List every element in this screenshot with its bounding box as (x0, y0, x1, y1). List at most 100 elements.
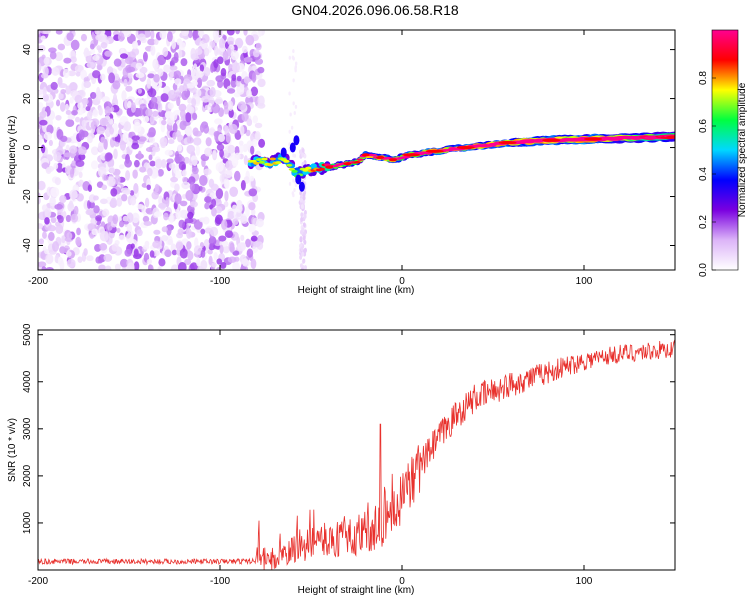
noise-speck (162, 46, 169, 57)
noise-speck (169, 112, 178, 121)
noise-speck (187, 106, 195, 114)
noise-speck (250, 86, 259, 97)
noise-speck (73, 205, 79, 216)
noise-speck (78, 153, 86, 161)
noise-speck (133, 248, 139, 257)
x-tick-label: 100 (576, 276, 593, 287)
noise-speck (40, 144, 46, 154)
noise-speck (243, 155, 248, 166)
ridge-blob (302, 168, 309, 172)
noise-speck (48, 139, 53, 147)
noise-speck (153, 74, 160, 83)
noise-speck (302, 230, 306, 236)
noise-speck (41, 266, 47, 270)
noise-speck (177, 262, 187, 270)
noise-speck (119, 53, 129, 59)
noise-speck (74, 94, 83, 104)
noise-speck (160, 93, 169, 103)
noise-speck (109, 126, 114, 135)
ridge-blob (293, 135, 300, 146)
noise-speck (76, 227, 81, 236)
noise-speck (69, 145, 78, 154)
noise-speck (96, 126, 106, 135)
noise-speck (249, 175, 255, 182)
ridge-peak (325, 165, 334, 169)
noise-speck (147, 73, 155, 79)
noise-speck (114, 263, 121, 270)
noise-speck (101, 96, 110, 103)
noise-speck (181, 181, 190, 190)
ridge-peak (498, 141, 517, 145)
noise-speck (104, 50, 113, 57)
noise-speck (199, 123, 205, 133)
noise-speck (230, 50, 240, 61)
noise-speck (216, 56, 224, 65)
noise-speck (69, 81, 78, 92)
noise-speck (171, 40, 177, 50)
noise-speck (121, 90, 127, 102)
noise-speck (172, 122, 178, 133)
noise-speck (223, 201, 229, 208)
noise-speck (39, 111, 47, 119)
x-tick-label: -200 (28, 576, 48, 587)
noise-speck (146, 77, 152, 89)
noise-speck (38, 238, 44, 245)
noise-speck (44, 207, 52, 219)
noise-speck (55, 224, 64, 235)
noise-speck (183, 156, 190, 164)
noise-speck (117, 32, 125, 42)
noise-speck (174, 183, 180, 192)
noise-speck (136, 107, 144, 117)
noise-speck (90, 160, 99, 170)
noise-speck (181, 90, 189, 101)
noise-speck (92, 195, 99, 201)
noise-speck (186, 241, 192, 250)
noise-speck (55, 147, 64, 156)
noise-speck (104, 265, 112, 270)
noise-speck (170, 176, 179, 183)
ridge-peak (402, 153, 421, 157)
noise-speck (146, 258, 153, 265)
noise-speck (237, 101, 247, 111)
noise-speck (211, 103, 221, 114)
noise-speck (294, 104, 298, 109)
noise-speck (204, 196, 212, 203)
noise-speck (211, 198, 217, 208)
noise-speck (236, 199, 243, 211)
noise-speck (257, 78, 266, 88)
noise-speck (66, 32, 74, 41)
noise-speck (228, 123, 238, 135)
noise-speck (79, 89, 84, 96)
noise-speck (301, 251, 305, 257)
noise-speck (142, 215, 150, 223)
noise-speck (157, 168, 164, 177)
noise-speck (150, 96, 158, 104)
noise-speck (223, 178, 230, 189)
noise-speck (65, 251, 72, 257)
noise-speck (137, 33, 146, 42)
noise-speck (46, 124, 54, 135)
noise-speck (161, 234, 169, 242)
noise-speck (49, 196, 56, 207)
colorbar: 0.0 0.2 0.4 0.6 0.8 Normalized spectral ampl… (698, 29, 748, 277)
noise-speck (145, 108, 153, 117)
colorbar-tick-label: 0.2 (698, 215, 709, 229)
noise-speck (38, 44, 46, 52)
noise-speck (185, 189, 194, 201)
ridge-blob (258, 160, 266, 164)
noise-speck (60, 135, 68, 142)
noise-speck (169, 212, 174, 222)
spectrogram-frame (37, 29, 676, 271)
noise-speck (87, 223, 95, 231)
noise-speck (201, 95, 210, 103)
noise-speck (132, 169, 138, 179)
noise-speck (144, 197, 150, 208)
noise-speck (251, 208, 256, 216)
noise-speck (98, 264, 106, 270)
noise-speck (189, 181, 195, 192)
noise-speck (116, 197, 123, 207)
snr-y-ticks: 1000 2000 3000 4000 5000 (22, 323, 675, 534)
spectrogram-noise (38, 30, 308, 270)
noise-speck (240, 234, 245, 242)
noise-speck (300, 212, 304, 218)
